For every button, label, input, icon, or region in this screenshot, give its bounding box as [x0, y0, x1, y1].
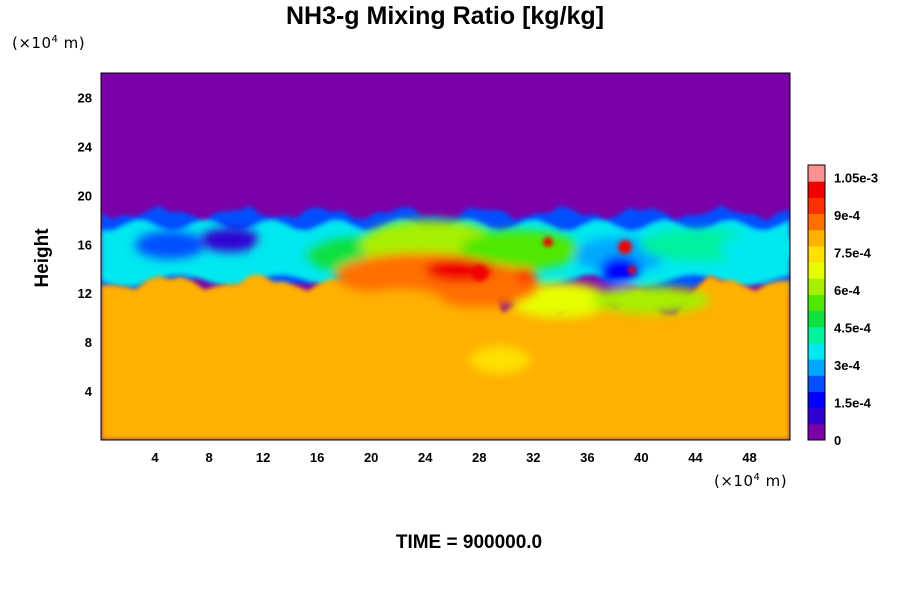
feature-blob — [515, 267, 535, 283]
x-tick-label: 36 — [580, 450, 594, 465]
hot-spot — [543, 237, 553, 247]
colorbar-segment — [808, 375, 825, 392]
colorbar-segment — [808, 310, 825, 328]
colorbar-label: 4.5e-4 — [834, 321, 872, 336]
plot-area — [101, 73, 790, 440]
colorbar-segment — [808, 326, 825, 344]
colorbar-segment — [808, 245, 825, 263]
x-axis: 4 8 12 16 20 24 28 32 36 40 44 48 — [151, 450, 756, 465]
colorbar-label: 7.5e-4 — [834, 246, 872, 261]
x-axis-unit: (×104 m) — [714, 472, 788, 490]
colorbar-segment — [808, 391, 825, 409]
colorbar-label: 6e-4 — [834, 283, 861, 298]
feature-blob — [590, 286, 710, 314]
x-tick-label: 4 — [151, 450, 159, 465]
y-tick-label: 16 — [78, 237, 92, 252]
y-tick-label: 8 — [85, 335, 92, 350]
turbulent-features — [135, 220, 790, 374]
y-axis: 4 8 12 16 20 24 28 — [78, 90, 93, 399]
colorbar-segment — [808, 213, 825, 231]
x-tick-label: 32 — [526, 450, 540, 465]
x-tick-label: 8 — [205, 450, 212, 465]
colorbar-segment — [808, 294, 825, 312]
feature-blob — [600, 256, 640, 284]
colorbar-label: 1.5e-4 — [834, 396, 872, 411]
colorbar-label: 1.05e-3 — [834, 171, 878, 186]
colorbar-segment — [808, 278, 825, 295]
colorbar-segment — [808, 423, 825, 441]
colorbar-segment — [808, 229, 825, 247]
y-tick-label: 4 — [85, 384, 93, 399]
y-tick-label: 24 — [78, 139, 93, 154]
plot-frame — [100, 72, 791, 441]
hot-spot — [628, 266, 636, 274]
colorbar-segment — [808, 407, 825, 425]
colorbar-segment — [808, 181, 825, 198]
y-axis-unit: (×104 m) — [12, 34, 86, 52]
colorbar-label: 3e-4 — [834, 358, 861, 373]
feature-blob — [720, 234, 790, 262]
x-tick-label: 24 — [418, 450, 433, 465]
feature-blob — [200, 228, 260, 252]
colorbar-segment — [808, 359, 825, 376]
feature-blob — [470, 346, 530, 374]
colorbar-frame — [807, 164, 826, 441]
colorbar-label: 9e-4 — [834, 208, 861, 223]
x-tick-label: 28 — [472, 450, 486, 465]
x-tick-label: 20 — [364, 450, 378, 465]
x-tick-label: 12 — [256, 450, 270, 465]
chart-title: NH3-g Mixing Ratio [kg/kg] — [285, 2, 605, 30]
lower-region — [101, 274, 790, 440]
time-label: TIME = 900000.0 — [395, 532, 543, 553]
y-tick-label: 12 — [78, 286, 92, 301]
feature-blob — [420, 318, 490, 342]
y-tick-label: 20 — [78, 188, 92, 203]
x-tick-label: 16 — [310, 450, 324, 465]
hot-spot — [472, 265, 488, 281]
colorbar: 0 1.5e-4 3e-4 4.5e-4 6e-4 7.5e-4 9e-4 1.05e-3 — [807, 164, 878, 448]
y-tick-label: 28 — [78, 90, 92, 105]
colorbar-segment — [808, 342, 825, 360]
hot-spots — [472, 237, 636, 281]
x-tick-label: 40 — [634, 450, 648, 465]
feature-blob — [355, 289, 445, 321]
feature-blob — [135, 231, 205, 259]
x-tick-label: 44 — [688, 450, 703, 465]
hot-spot — [618, 240, 632, 254]
colorbar-segment — [808, 165, 825, 182]
colorbar-segment — [808, 262, 825, 279]
colorbar-segment — [808, 197, 825, 215]
x-tick-label: 48 — [742, 450, 756, 465]
colorbar-label: 0 — [834, 433, 841, 448]
